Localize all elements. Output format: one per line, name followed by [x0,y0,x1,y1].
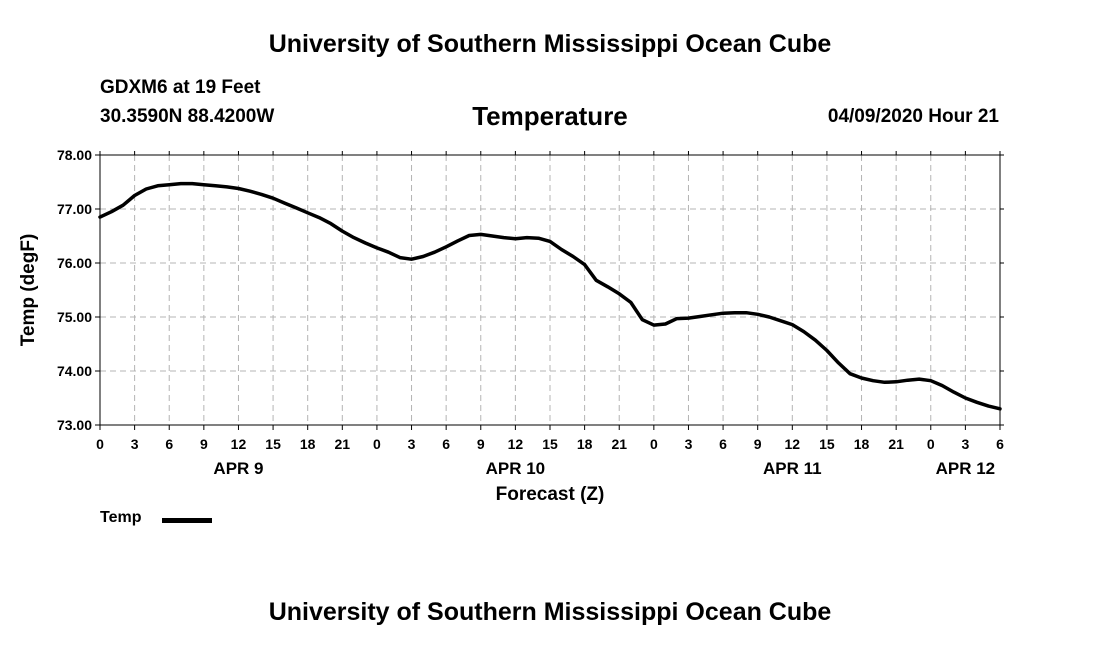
coordinates-label: 30.3590N 88.4200W [100,106,275,127]
x-axis-label: Forecast (Z) [496,484,605,505]
x-tick-label: 15 [819,436,835,452]
footer-title: University of Southern Mississippi Ocean… [268,598,832,626]
x-tick-label: 3 [408,436,416,452]
y-tick-label: 76.00 [57,255,92,271]
y-tick-label: 74.00 [57,363,92,379]
x-tick-label: 0 [927,436,935,452]
y-tick-label: 77.00 [57,201,92,217]
x-tick-label: 9 [200,436,208,452]
x-tick-label: 18 [854,436,870,452]
x-tick-label: 6 [165,436,173,452]
x-tick-label: 15 [542,436,558,452]
station-label: GDXM6 at 19 Feet [100,77,261,98]
y-axis-label: Temp (degF) [18,234,39,347]
x-tick-label: 12 [785,436,801,452]
x-tick-label: 9 [477,436,485,452]
x-tick-label: 3 [131,436,139,452]
x-tick-label: 0 [650,436,658,452]
x-tick-label: 9 [754,436,762,452]
y-tick-label: 78.00 [57,147,92,163]
x-tick-label: 3 [961,436,969,452]
y-tick-label: 73.00 [57,417,92,433]
page-title: University of Southern Mississippi Ocean… [268,30,832,58]
legend-label: Temp [100,509,142,526]
x-tick-label: 0 [373,436,381,452]
x-tick-label: 3 [685,436,693,452]
x-tick-label: 18 [300,436,316,452]
x-tick-label: 0 [96,436,104,452]
x-tick-label: 15 [265,436,281,452]
datetime-label: 04/09/2020 Hour 21 [827,106,999,127]
x-tick-label: 6 [442,436,450,452]
y-tick-label: 75.00 [57,309,92,325]
x-tick-label: 18 [577,436,593,452]
date-label: APR 10 [486,459,546,478]
x-tick-label: 21 [611,436,627,452]
series-line-temp [98,181,1002,411]
date-label: APR 11 [763,459,822,478]
x-tick-label: 21 [335,436,351,452]
legend-swatch [162,518,212,523]
x-tick-label: 12 [231,436,247,452]
x-tick-label: 12 [508,436,524,452]
chart-title: Temperature [472,101,628,131]
date-label: APR 9 [213,459,263,478]
date-label: APR 12 [936,459,996,478]
x-tick-label: 6 [996,436,1004,452]
x-tick-label: 6 [719,436,727,452]
x-tick-label: 21 [888,436,904,452]
